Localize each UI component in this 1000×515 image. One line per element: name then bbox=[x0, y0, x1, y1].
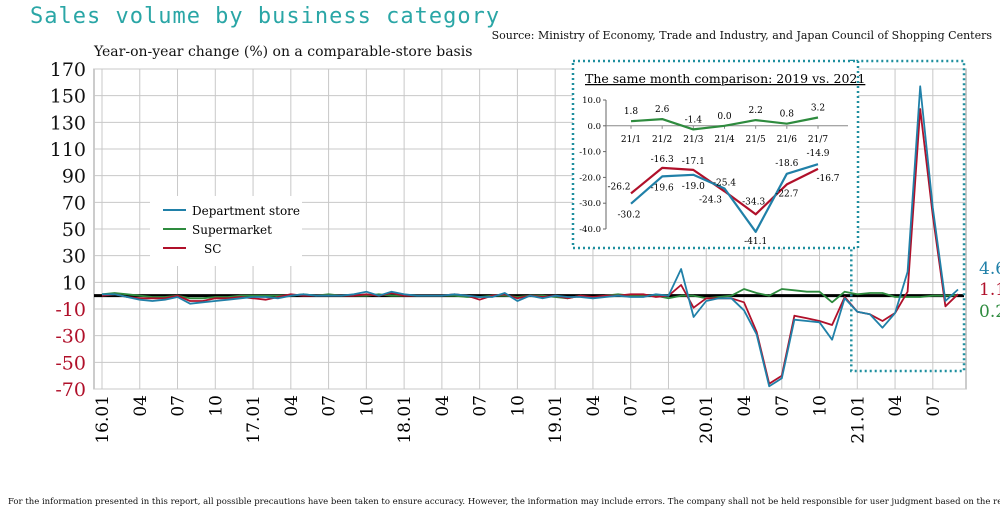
legend-label: Department store bbox=[192, 204, 300, 218]
x-tick-label: 10 bbox=[508, 395, 528, 417]
legend: Department store Supermarket SC bbox=[150, 196, 302, 266]
x-tick-label: 04 bbox=[433, 395, 453, 417]
x-tick-label: 07 bbox=[924, 395, 944, 417]
legend-label: Supermarket bbox=[192, 223, 272, 237]
inset-x-tick-label: 21/4 bbox=[714, 135, 734, 145]
inset-x-tick-label: 21/2 bbox=[652, 135, 672, 145]
x-tick-label: 10 bbox=[357, 395, 377, 417]
inset-data-label: -16.7 bbox=[816, 174, 839, 184]
x-tick-label: 04 bbox=[584, 395, 604, 417]
x-tick-label: 18.01 bbox=[395, 395, 415, 444]
inset-y-tick-label: -30.0 bbox=[579, 199, 601, 209]
x-tick-label: 07 bbox=[320, 395, 340, 417]
x-tick-label: 07 bbox=[773, 395, 793, 417]
inset-x-tick-label: 21/7 bbox=[808, 135, 828, 145]
inset-data-label: -19.6 bbox=[651, 183, 674, 193]
x-tick-label: 10 bbox=[659, 395, 679, 417]
y-tick-label: 90 bbox=[62, 166, 86, 188]
inset-y-tick-label: -20.0 bbox=[579, 173, 601, 183]
y-tick-label: 30 bbox=[62, 246, 86, 268]
inset-data-label: 0.0 bbox=[717, 112, 732, 122]
inset-y-tick-label: -40.0 bbox=[579, 225, 601, 235]
x-tick-label: 10 bbox=[206, 395, 226, 417]
inset-data-label: 2.6 bbox=[655, 105, 670, 115]
chart-title: Sales volume by business category bbox=[30, 4, 501, 29]
inset-data-label: 3.2 bbox=[811, 104, 825, 114]
y-tick-label: 50 bbox=[62, 219, 86, 241]
inset-series-supermarket bbox=[630, 116, 819, 131]
inset-x-tick-label: 21/1 bbox=[621, 135, 641, 145]
y-tick-label: -70 bbox=[55, 379, 86, 401]
inset-series-sc bbox=[630, 166, 819, 216]
y-tick-label: 70 bbox=[62, 192, 86, 214]
end-value-label: 1.1 bbox=[979, 280, 1000, 300]
disclaimer-footer: For the information presented in this re… bbox=[8, 497, 1000, 507]
inset-box bbox=[571, 59, 860, 250]
source-note: Source: Ministry of Economy, Trade and I… bbox=[491, 29, 992, 42]
x-tick-label: 20.01 bbox=[697, 395, 717, 444]
x-tick-label: 17.01 bbox=[244, 395, 264, 444]
x-tick-label: 04 bbox=[131, 395, 151, 417]
x-tick-label: 10 bbox=[811, 395, 831, 417]
inset-x-tick-label: 21/5 bbox=[746, 135, 766, 145]
inset-y-tick-label: 0.0 bbox=[587, 122, 601, 132]
x-tick-label: 07 bbox=[169, 395, 189, 417]
y-tick-label: 130 bbox=[50, 112, 86, 134]
inset-x-tick-label: 21/3 bbox=[683, 135, 703, 145]
inset-x-tick-label: 21/6 bbox=[777, 135, 797, 145]
y-tick-label: 10 bbox=[62, 272, 86, 294]
x-tick-label: 04 bbox=[282, 395, 302, 417]
x-tick-label: 19.01 bbox=[546, 395, 566, 444]
legend-background bbox=[150, 196, 302, 266]
inset-data-label: -34.3 bbox=[742, 197, 765, 207]
end-value-label: 4.6 bbox=[979, 259, 1000, 279]
x-tick-label: 04 bbox=[886, 395, 906, 417]
x-tick-label: 16.01 bbox=[93, 395, 113, 444]
x-tick-label: 21.01 bbox=[848, 395, 868, 444]
inset-data-label: -26.2 bbox=[607, 182, 630, 192]
y-tick-label: -10 bbox=[55, 299, 86, 321]
inset-data-label: 0.8 bbox=[780, 110, 795, 120]
inset-series-department-store bbox=[630, 163, 819, 233]
x-tick-label: 07 bbox=[471, 395, 491, 417]
y-tick-label: 110 bbox=[50, 139, 86, 161]
inset-data-label: -14.9 bbox=[806, 149, 829, 159]
inset-data-label: -18.6 bbox=[775, 159, 798, 169]
inset-data-label: 1.8 bbox=[624, 107, 639, 117]
inset-data-label: -16.3 bbox=[651, 155, 674, 165]
x-tick-label: 04 bbox=[735, 395, 755, 417]
series-line-department-store bbox=[102, 85, 959, 388]
inset-data-label: -25.4 bbox=[713, 178, 736, 188]
y-tick-label: 150 bbox=[50, 86, 86, 108]
end-value-label: 0.2 bbox=[979, 302, 1000, 322]
x-tick-label: 07 bbox=[622, 395, 642, 417]
inset-title: The same month comparison: 2019 vs. 2021 bbox=[585, 71, 865, 86]
inset-data-label: -30.2 bbox=[617, 211, 640, 221]
y-tick-label: 170 bbox=[50, 59, 86, 81]
y-axis-label: Year-on-year change (%) on a comparable-… bbox=[94, 44, 473, 60]
y-tick-label: -30 bbox=[55, 326, 86, 348]
inset-data-label: -41.1 bbox=[744, 237, 767, 247]
inset-y-tick-label: -10.0 bbox=[579, 148, 601, 158]
inset-data-label: -17.1 bbox=[682, 157, 705, 167]
inset-data-label: -19.0 bbox=[682, 182, 705, 192]
inset-data-label: -24.3 bbox=[699, 195, 722, 205]
inset-data-label: 2.2 bbox=[749, 106, 763, 116]
inset-data-label: -22.7 bbox=[775, 189, 798, 199]
legend-label: SC bbox=[204, 242, 221, 256]
inset-y-tick-label: 10.0 bbox=[582, 96, 601, 106]
y-tick-label: -50 bbox=[55, 352, 86, 374]
inset-data-label: -1.4 bbox=[685, 115, 703, 125]
